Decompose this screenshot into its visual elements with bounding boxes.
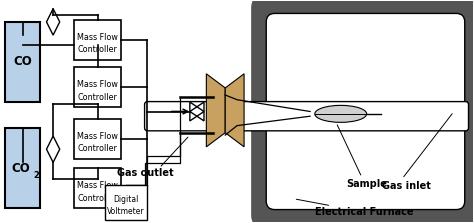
Text: Voltmeter: Voltmeter bbox=[108, 207, 145, 216]
FancyBboxPatch shape bbox=[105, 185, 147, 220]
FancyBboxPatch shape bbox=[74, 119, 121, 159]
Text: Controller: Controller bbox=[78, 194, 118, 203]
Polygon shape bbox=[225, 74, 244, 147]
FancyBboxPatch shape bbox=[251, 0, 474, 223]
FancyBboxPatch shape bbox=[74, 168, 121, 208]
Text: Mass Flow: Mass Flow bbox=[77, 33, 118, 42]
FancyBboxPatch shape bbox=[74, 20, 121, 60]
FancyBboxPatch shape bbox=[5, 22, 40, 102]
Text: Controller: Controller bbox=[78, 45, 118, 54]
Text: CO: CO bbox=[13, 56, 32, 68]
FancyBboxPatch shape bbox=[74, 67, 121, 107]
Text: CO: CO bbox=[11, 162, 30, 175]
Text: Digital: Digital bbox=[113, 195, 139, 204]
FancyBboxPatch shape bbox=[145, 102, 468, 131]
Text: Controller: Controller bbox=[78, 93, 118, 102]
Text: Mass Flow: Mass Flow bbox=[77, 181, 118, 190]
Text: Gas inlet: Gas inlet bbox=[383, 181, 431, 190]
FancyBboxPatch shape bbox=[266, 13, 465, 210]
Ellipse shape bbox=[315, 105, 367, 122]
Text: 2: 2 bbox=[33, 171, 39, 180]
Text: Controller: Controller bbox=[78, 145, 118, 153]
Text: Electrical Furnace: Electrical Furnace bbox=[315, 207, 413, 217]
Text: Mass Flow: Mass Flow bbox=[77, 80, 118, 89]
FancyBboxPatch shape bbox=[5, 128, 40, 208]
Text: Mass Flow: Mass Flow bbox=[77, 132, 118, 141]
Polygon shape bbox=[206, 74, 225, 147]
Text: Sample: Sample bbox=[346, 179, 387, 189]
Text: Gas outlet: Gas outlet bbox=[117, 168, 173, 178]
